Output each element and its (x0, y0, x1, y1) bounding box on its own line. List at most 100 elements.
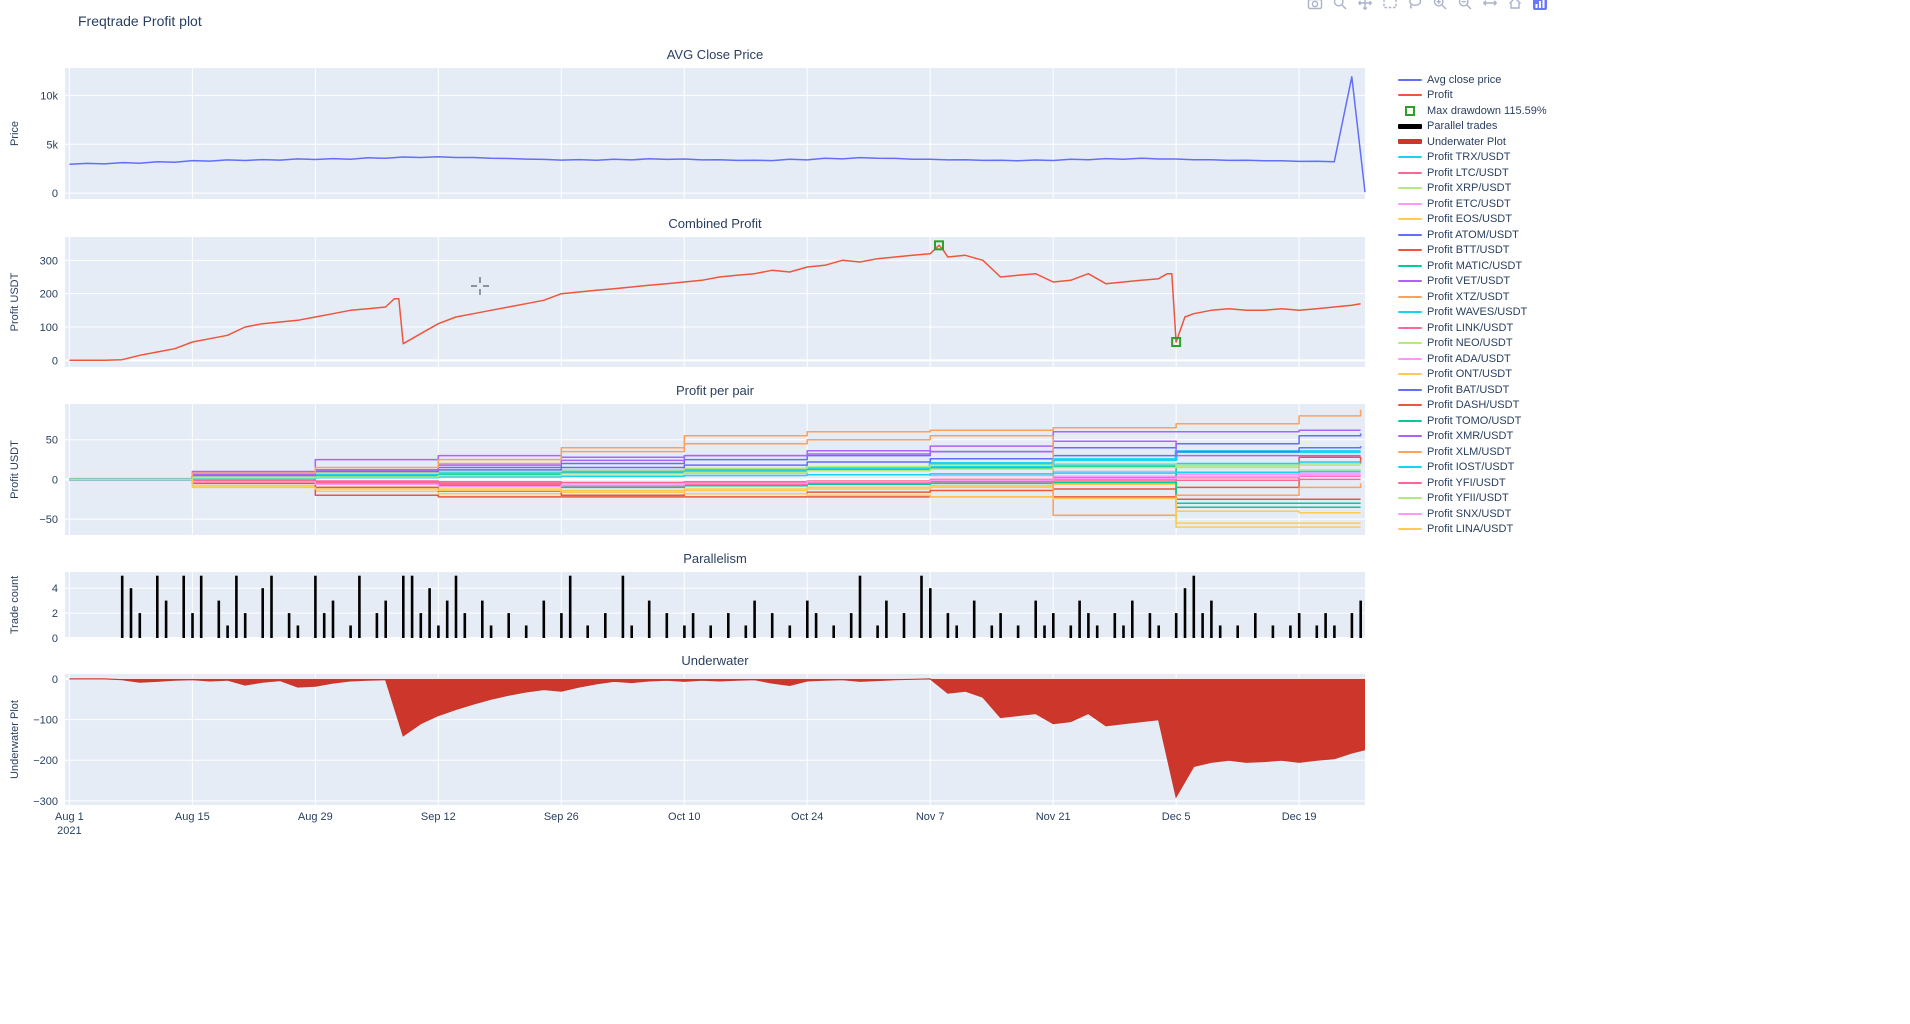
legend-label: Profit MATIC/USDT (1427, 259, 1523, 272)
y-tick-label: −100 (33, 715, 58, 727)
modebar-pan-icon[interactable] (1353, 0, 1377, 11)
modebar-lasso-icon[interactable] (1403, 0, 1427, 11)
y-axis-label-underwater: Underwater Plot (9, 700, 21, 779)
legend-item-profit-eos-usdt[interactable]: Profit EOS/USDT (1396, 212, 1547, 228)
x-tick-sublabel: 2021 (57, 825, 81, 837)
legend-line-icon (1396, 342, 1423, 345)
modebar-reset-axes-icon[interactable] (1503, 0, 1527, 11)
legend-label: Profit XLM/USDT (1427, 445, 1512, 458)
y-axis-label-profit-per-pair: Profit USDT (9, 440, 21, 499)
parallel-trades-bars (120, 575, 1362, 638)
legend-line-icon (1396, 404, 1423, 407)
legend-item-avg-close-price[interactable]: Avg close price (1396, 72, 1547, 88)
legend-item-profit-btt-usdt[interactable]: Profit BTT/USDT (1396, 243, 1547, 259)
x-tick-label: Nov 21 (1036, 811, 1071, 823)
series-profit-snx-usdt (69, 474, 1361, 488)
legend-item-profit-ont-usdt[interactable]: Profit ONT/USDT (1396, 367, 1547, 383)
gridlines (65, 68, 1365, 199)
legend-item-profit-trx-usdt[interactable]: Profit TRX/USDT (1396, 150, 1547, 166)
legend-line-icon (1396, 187, 1423, 190)
legend-item-profit-lina-usdt[interactable]: Profit LINA/USDT (1396, 522, 1547, 538)
legend-item-profit-link-usdt[interactable]: Profit LINK/USDT (1396, 320, 1547, 336)
legend-line-icon (1396, 311, 1423, 314)
legend-item-profit-matic-usdt[interactable]: Profit MATIC/USDT (1396, 258, 1547, 274)
legend-item-profit-tomo-usdt[interactable]: Profit TOMO/USDT (1396, 413, 1547, 429)
legend-item-profit-xmr-usdt[interactable]: Profit XMR/USDT (1396, 429, 1547, 445)
legend-item-profit-xtz-usdt[interactable]: Profit XTZ/USDT (1396, 289, 1547, 305)
y-axis-label-parallelism: Trade count (9, 576, 21, 634)
subplot-parallelism: 0 2 4 Parallelism Trade count (9, 551, 1365, 645)
legend-item-underwater-plot[interactable]: Underwater Plot (1396, 134, 1547, 150)
modebar-zoom-icon[interactable] (1328, 0, 1352, 11)
y-tick-label: 0 (52, 674, 58, 686)
legend-label: Profit SNX/USDT (1427, 507, 1512, 520)
x-tick-label: Aug 29 (298, 811, 333, 823)
legend-item-profit[interactable]: Profit (1396, 88, 1547, 104)
legend-item-profit-neo-usdt[interactable]: Profit NEO/USDT (1396, 336, 1547, 352)
modebar-zoom-out-icon[interactable] (1453, 0, 1477, 11)
modebar-zoom-in-icon[interactable] (1428, 0, 1452, 11)
legend-label: Profit YFI/USDT (1427, 476, 1506, 489)
legend-item-profit-ltc-usdt[interactable]: Profit LTC/USDT (1396, 165, 1547, 181)
legend-item-profit-xlm-usdt[interactable]: Profit XLM/USDT (1396, 444, 1547, 460)
subplot-title-parallelism: Parallelism (683, 551, 747, 566)
modebar-plotly-logo-icon[interactable] (1528, 0, 1552, 11)
legend-line-icon (1396, 373, 1423, 376)
legend-item-profit-vet-usdt[interactable]: Profit VET/USDT (1396, 274, 1547, 290)
legend-label: Profit WAVES/USDT (1427, 306, 1528, 319)
gridlines (65, 237, 1365, 367)
legend-label: Profit LTC/USDT (1427, 166, 1509, 179)
max-drawdown-marker-icon (1171, 337, 1182, 347)
legend-label: Profit YFII/USDT (1427, 492, 1509, 505)
legend-line-icon (1396, 388, 1423, 391)
y-tick-label: 4 (52, 583, 58, 595)
plot-background-combined-profit[interactable] (65, 237, 1365, 367)
legend-label: Parallel trades (1427, 120, 1498, 133)
legend-item-profit-yfi-usdt[interactable]: Profit YFI/USDT (1396, 475, 1547, 491)
legend-label: Profit BAT/USDT (1427, 383, 1510, 396)
legend-label: Profit XTZ/USDT (1427, 290, 1510, 303)
legend-line-icon (1396, 528, 1423, 531)
plot-background-parallelism[interactable] (65, 572, 1365, 638)
legend-item-parallel-trades[interactable]: Parallel trades (1396, 119, 1547, 135)
legend-item-profit-etc-usdt[interactable]: Profit ETC/USDT (1396, 196, 1547, 212)
legend-item-profit-bat-usdt[interactable]: Profit BAT/USDT (1396, 382, 1547, 398)
legend-item-max-drawdown-115-59[interactable]: Max drawdown 115.59% (1396, 103, 1547, 119)
legend-item-profit-yfii-usdt[interactable]: Profit YFII/USDT (1396, 491, 1547, 507)
max-drawdown-marker-icon (933, 240, 944, 251)
legend-label: Profit BTT/USDT (1427, 244, 1510, 257)
underwater-line (69, 678, 1366, 799)
legend-line-icon (1396, 218, 1423, 221)
legend-label: Profit EOS/USDT (1427, 213, 1512, 226)
legend-item-profit-dash-usdt[interactable]: Profit DASH/USDT (1396, 398, 1547, 414)
y-axis-label-combined-profit: Profit USDT (9, 272, 21, 331)
legend-label: Profit XRP/USDT (1427, 182, 1512, 195)
legend-line-icon (1396, 202, 1423, 205)
x-tick-label: Sep 12 (421, 811, 456, 823)
legend-line-icon (1396, 156, 1423, 159)
legend-item-profit-iost-usdt[interactable]: Profit IOST/USDT (1396, 460, 1547, 476)
x-tick-label: Oct 24 (791, 811, 823, 823)
subplot-underwater: −300 −200 −100 0 Underwater Underwater Plot (9, 653, 1366, 808)
plot-background-avg-close-price[interactable] (65, 68, 1365, 199)
y-tick-label: 2 (52, 608, 58, 620)
legend-item-profit-xrp-usdt[interactable]: Profit XRP/USDT (1396, 181, 1547, 197)
legend: Avg close price Profit Max drawdown 115.59… (1396, 72, 1547, 537)
legend-item-profit-waves-usdt[interactable]: Profit WAVES/USDT (1396, 305, 1547, 321)
legend-line-icon (1396, 497, 1423, 500)
y-axis-label-avg-close-price: Price (9, 121, 21, 146)
modebar-camera-icon[interactable] (1303, 0, 1327, 11)
legend-item-profit-snx-usdt[interactable]: Profit SNX/USDT (1396, 506, 1547, 522)
y-tick-label: 0 (52, 355, 58, 367)
max-drawdown-markers (933, 240, 1182, 347)
series-avg-close-price (69, 76, 1366, 193)
y-tick-label: 100 (40, 322, 58, 334)
legend-line-icon (1396, 280, 1423, 283)
modebar-autoscale-icon[interactable] (1478, 0, 1502, 11)
legend-label: Profit ATOM/USDT (1427, 228, 1519, 241)
modebar-box-select-icon[interactable] (1378, 0, 1402, 11)
legend-item-profit-ada-usdt[interactable]: Profit ADA/USDT (1396, 351, 1547, 367)
legend-line-icon (1396, 249, 1423, 252)
legend-item-profit-atom-usdt[interactable]: Profit ATOM/USDT (1396, 227, 1547, 243)
